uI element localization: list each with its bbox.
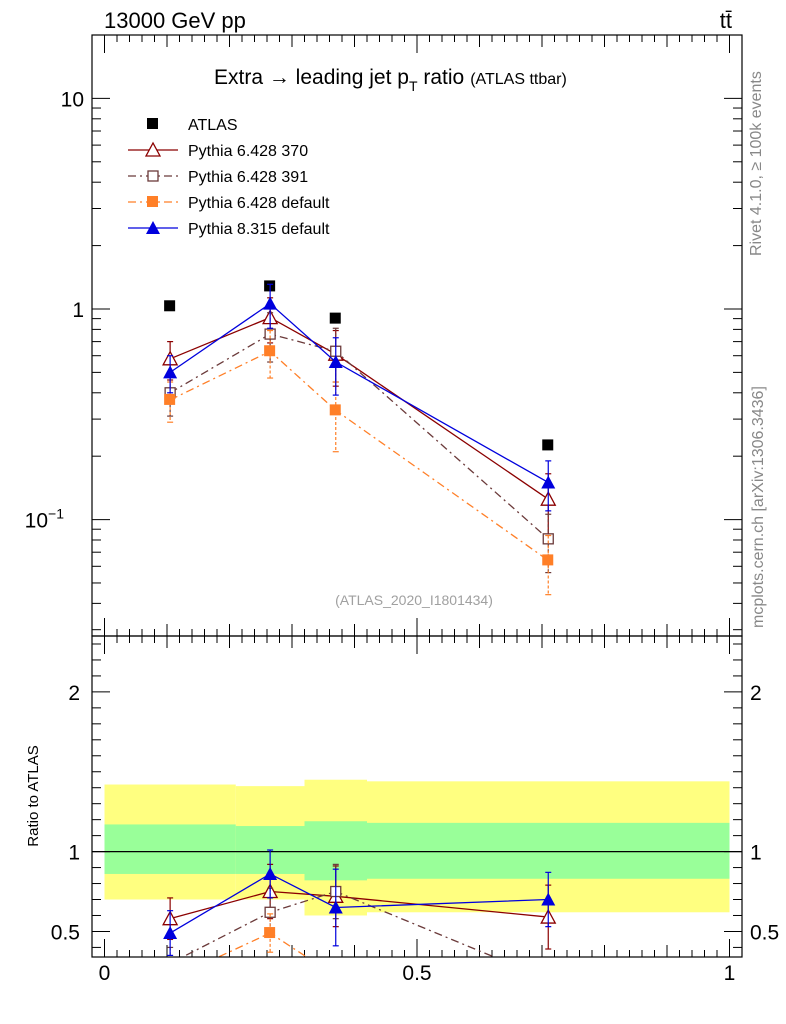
data-point-pythia-8-315-default — [263, 866, 278, 880]
data-point-pythia-8-315-default — [328, 355, 343, 369]
legend-marker-atlas — [147, 118, 158, 129]
legend-label-pythia-6-428-391: Pythia 6.428 391 — [188, 169, 308, 186]
data-point-pythia-8-315-default — [541, 892, 556, 906]
series-line-pythia-6-428-default — [169, 350, 549, 561]
data-point-pythia-6-428-default — [330, 970, 341, 981]
rivet-version-label: Rivet 4.1.0, ≥ 100k events — [748, 71, 765, 256]
series-line-pythia-6-428-391 — [181, 890, 496, 957]
ratio-y-tick-label: 0.5 — [51, 921, 80, 944]
series-line-pythia-8-315-default — [169, 302, 549, 484]
ratio-uncertainty-bands — [92, 779, 742, 916]
legend-marker-pythia-6-428-370 — [144, 141, 162, 157]
band-green — [367, 822, 730, 879]
data-point-pythia-6-428-391 — [165, 958, 175, 968]
data-point-atlas — [164, 300, 176, 312]
title-main: Extra → leading jet p — [214, 66, 409, 89]
y-tick-label: 10−1 — [25, 506, 65, 533]
legend: ATLAS Pythia 6.428 370 Pythia 6.428 391 Pyt… — [128, 117, 330, 238]
x-tick-label: 1 — [724, 962, 736, 985]
ratio-panel-axes: 0.5 0.5 1 1 2 2 0 0.5 1 — [51, 636, 779, 985]
data-point-pythia-6-428-default — [164, 393, 176, 405]
ratio-y-tick-label: 2 — [68, 682, 80, 705]
band-green — [104, 824, 236, 874]
data-point-pythia-6-428-default — [264, 345, 276, 357]
legend-label-atlas: ATLAS — [188, 117, 238, 134]
legend-marker-pythia-6-428-default — [147, 196, 158, 207]
ratio-y-tick-label-right: 0.5 — [750, 921, 779, 944]
ratio-y-tick-label-right: 1 — [750, 842, 762, 865]
data-point-atlas — [329, 312, 341, 324]
data-point-pythia-6-428-default — [264, 927, 276, 939]
data-point-pythia-6-428-391 — [264, 906, 276, 918]
series-line-pythia-6-428-370 — [169, 316, 549, 500]
ratio-panel-frame — [91, 635, 743, 958]
data-point-pythia-6-428-391 — [543, 974, 553, 984]
header-energy-label: 13000 GeV pp — [104, 8, 246, 33]
ratio-panel-data — [162, 849, 557, 1000]
data-point-pythia-8-315-default — [541, 475, 556, 489]
title-subscript: T — [409, 78, 418, 94]
data-point-pythia-8-315-default — [163, 926, 178, 940]
data-point-pythia-6-428-default — [329, 404, 341, 416]
data-point-pythia-6-428-default — [164, 973, 175, 984]
legend-label-pythia-8-315-default: Pythia 8.315 default — [188, 221, 330, 238]
data-point-pythia-6-428-default — [542, 989, 553, 1000]
y-tick-label: 10 — [61, 88, 84, 111]
title-paren: (ATLAS ttbar) — [470, 71, 567, 88]
data-point-pythia-6-428-391 — [264, 328, 276, 340]
legend-label-pythia-6-428-default: Pythia 6.428 default — [188, 195, 330, 212]
data-point-atlas — [542, 439, 554, 451]
ratio-y-tick-label: 1 — [68, 842, 80, 865]
x-tick-label: 0.5 — [402, 962, 431, 985]
data-point-pythia-8-315-default — [263, 296, 278, 310]
ratio-y-tick-label-right: 2 — [750, 682, 762, 705]
x-tick-label: 0 — [99, 962, 111, 985]
legend-marker-pythia-8-315-default — [146, 221, 160, 234]
data-point-pythia-8-315-default — [328, 900, 343, 914]
series-line-pythia-8-315-default — [169, 873, 549, 934]
analysis-id-label: (ATLAS_2020_I1801434) — [335, 592, 493, 608]
title-after: ratio — [418, 66, 465, 89]
data-point-pythia-6-428-default — [542, 554, 554, 566]
series-line-pythia-6-428-391 — [169, 333, 549, 540]
y-tick-label: 1 — [72, 299, 84, 322]
top-panel-axes: 10 1 10−1 — [25, 34, 742, 636]
header-process-label: tt̄ — [720, 8, 732, 33]
data-point-pythia-8-315-default — [163, 365, 178, 379]
data-point-pythia-6-428-391 — [542, 533, 554, 545]
top-panel-data — [162, 280, 557, 596]
legend-label-pythia-6-428-370: Pythia 6.428 370 — [188, 143, 308, 160]
ratio-axis-label: Ratio to ATLAS — [25, 745, 42, 846]
plot-title: Extra → leading jet pT ratio (ATLAS ttbar… — [214, 66, 567, 94]
series-line-pythia-6-428-default — [216, 932, 308, 957]
series-line-pythia-6-428-370 — [169, 890, 549, 920]
legend-marker-pythia-6-428-391 — [147, 170, 159, 182]
mcplots-reference-label: mcplots.cern.ch [arXiv:1306.3436] — [750, 386, 767, 628]
